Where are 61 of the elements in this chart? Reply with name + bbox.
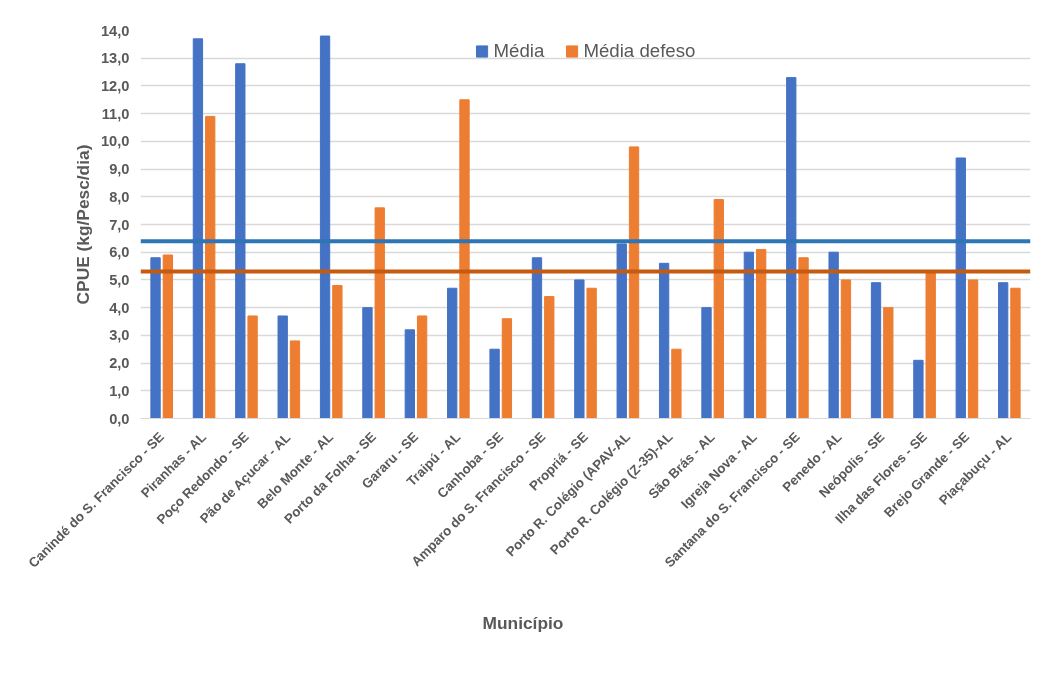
bar [756, 248, 767, 419]
bar [416, 315, 428, 419]
bar [671, 348, 682, 419]
y-tick-label: 2,0 [109, 355, 130, 372]
bar [955, 157, 966, 419]
bar [489, 348, 500, 419]
y-tick-label: 11,0 [101, 105, 130, 122]
bar [544, 296, 555, 419]
legend-label: Média [493, 40, 545, 62]
bar [247, 315, 258, 419]
bar [586, 287, 597, 419]
bar [319, 35, 331, 419]
bar [798, 257, 809, 419]
bar [459, 99, 470, 419]
bar [616, 243, 627, 419]
y-tick-label: 0,0 [109, 410, 130, 427]
y-tick-label: 1,0 [109, 382, 130, 399]
bar [404, 329, 415, 419]
bar [332, 284, 343, 419]
bar [235, 63, 246, 419]
bar [447, 287, 458, 419]
bar [713, 199, 724, 419]
bar [628, 146, 640, 419]
y-tick-label: 8,0 [109, 188, 130, 205]
bar [840, 279, 852, 419]
bar [289, 340, 301, 419]
y-tick-label: 7,0 [109, 216, 130, 233]
bar [913, 359, 924, 419]
y-tick-label: 12,0 [100, 77, 130, 94]
bar [574, 279, 585, 419]
bar [658, 262, 670, 419]
bar [374, 207, 385, 419]
y-tick-label: 6,0 [109, 244, 130, 261]
bar [277, 315, 288, 419]
bar [501, 318, 513, 419]
bar [883, 307, 894, 419]
x-axis-title: Município [482, 612, 564, 633]
bar [150, 257, 161, 419]
y-tick-label: 3,0 [109, 327, 130, 344]
bar [205, 115, 216, 419]
y-axis-title: CPUE (kg/Pesc/dia) [72, 144, 93, 305]
bar [870, 282, 882, 419]
bar [786, 77, 797, 419]
bar [192, 38, 204, 419]
bar [828, 251, 839, 419]
bar [743, 251, 755, 419]
bar [362, 307, 373, 419]
y-tick-label: 9,0 [109, 161, 130, 178]
y-tick-label: 10,0 [100, 133, 130, 150]
y-tick-label: 13,0 [100, 50, 130, 67]
bar [1010, 287, 1021, 419]
bar [967, 279, 979, 419]
y-tick-label: 14,0 [100, 22, 130, 39]
y-tick-label: 4,0 [109, 299, 130, 316]
bar [531, 257, 543, 419]
bar [162, 254, 173, 419]
y-tick-label: 5,0 [109, 271, 130, 288]
bar [998, 282, 1009, 419]
bar [925, 271, 936, 419]
bar [701, 307, 712, 419]
legend-label: Média defeso [583, 40, 696, 62]
